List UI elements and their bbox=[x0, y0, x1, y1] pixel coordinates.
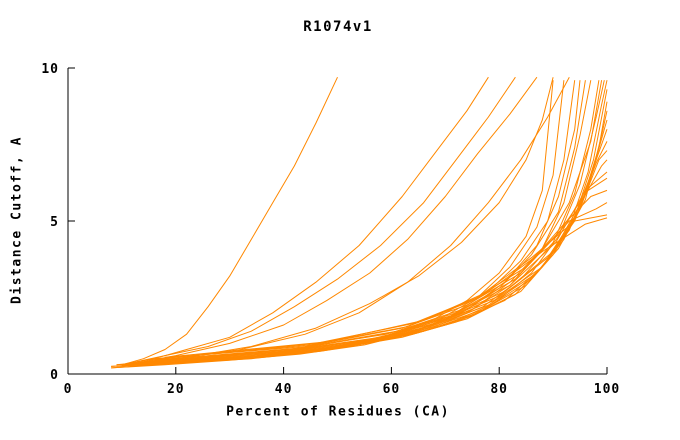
x-axis-label: Percent of Residues (CA) bbox=[226, 404, 450, 420]
model-curve bbox=[148, 159, 608, 363]
y-tick-label: 5 bbox=[50, 215, 59, 230]
model-curve bbox=[127, 80, 608, 366]
model-curve bbox=[138, 119, 608, 364]
model-curve bbox=[121, 80, 592, 366]
chart-title: R1074v1 bbox=[303, 19, 373, 35]
model-curve bbox=[148, 171, 608, 361]
model-curve bbox=[121, 80, 600, 366]
x-tick-label: 60 bbox=[383, 382, 401, 397]
model-curve bbox=[111, 80, 603, 369]
model-curve bbox=[132, 110, 608, 364]
model-curve bbox=[143, 150, 608, 363]
x-tick-label: 20 bbox=[167, 382, 185, 397]
model-curve bbox=[116, 80, 576, 367]
model-curve bbox=[111, 80, 565, 367]
model-curve bbox=[143, 141, 608, 363]
model-curve bbox=[111, 80, 581, 369]
y-tick-label: 10 bbox=[41, 62, 59, 77]
model-curve bbox=[121, 77, 554, 366]
model-curve bbox=[154, 189, 608, 360]
model-curve bbox=[121, 80, 605, 366]
model-curve bbox=[154, 177, 608, 361]
model-curve bbox=[121, 76, 338, 366]
model-curve bbox=[164, 217, 608, 358]
x-tick-label: 100 bbox=[594, 382, 620, 397]
model-curve bbox=[116, 76, 570, 366]
x-tick-label: 0 bbox=[64, 382, 73, 397]
model-curve bbox=[127, 89, 608, 366]
y-tick-label: 0 bbox=[50, 368, 59, 383]
model-curve bbox=[127, 76, 538, 366]
x-tick-label: 80 bbox=[490, 382, 508, 397]
model-curve bbox=[116, 80, 586, 366]
model-curve bbox=[121, 76, 516, 366]
x-tick-label: 40 bbox=[275, 382, 293, 397]
model-curve bbox=[121, 76, 489, 366]
